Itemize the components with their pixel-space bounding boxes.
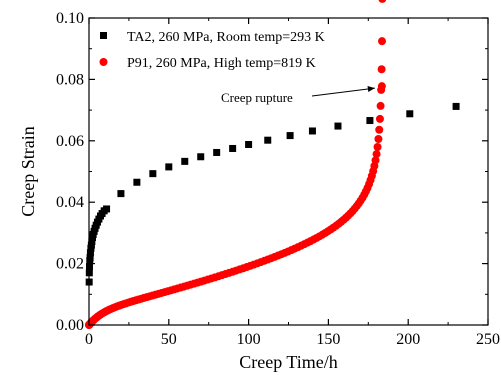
ta2-data-point [308, 127, 316, 135]
p91-data-point [377, 65, 386, 74]
p91-data-point [372, 150, 381, 159]
x-tick-label: 200 [396, 331, 420, 348]
ta2-data-point [366, 117, 374, 125]
ta2-data-point [87, 241, 95, 249]
ta2-data-point [88, 237, 96, 245]
legend: TA2, 260 MPa, Room temp=293 K P91, 260 M… [99, 30, 325, 71]
x-tick-label: 150 [316, 331, 340, 348]
x-axis-label: Creep Time/h [239, 352, 338, 372]
ta2-data-point [452, 102, 460, 110]
ta2-data-point [197, 153, 205, 161]
p91-data-point [375, 114, 384, 123]
ta2-data-point [86, 249, 94, 257]
y-tick-label: 0.04 [56, 194, 84, 211]
y-tick-label: 0.00 [56, 317, 84, 334]
legend-marker-p91 [99, 58, 108, 66]
p91-data-point [371, 156, 380, 165]
ta2-data-point [213, 148, 221, 156]
p91-data-point [378, 37, 387, 46]
p91-data-point [376, 101, 385, 110]
ta2-data-point [245, 140, 253, 148]
ta2-data-point [181, 157, 189, 165]
p91-data-point [374, 134, 383, 143]
ta2-data-point [165, 163, 173, 171]
x-tick-label: 0 [85, 331, 93, 348]
legend-label-p91: P91, 260 MPa, High temp=819 K [127, 56, 316, 71]
creep-rupture-annotation: Creep rupture [221, 86, 375, 105]
y-tick-label: 0.06 [56, 133, 84, 150]
creep-rupture-arrow [311, 87, 375, 97]
x-tick-label: 50 [161, 331, 177, 348]
ta2-data-point [103, 205, 111, 213]
y-tick-label: 0.10 [56, 10, 84, 27]
y-axis-ticks: 0.00 0.02 0.04 0.06 0.08 0.10 [56, 10, 488, 334]
series-p91-points [85, 0, 387, 329]
ta2-data-point [86, 253, 94, 261]
x-tick-label: 250 [476, 331, 500, 348]
y-tick-label: 0.08 [56, 71, 84, 88]
ta2-data-point [286, 132, 294, 140]
legend-marker-ta2 [100, 32, 107, 39]
p91-data-point [378, 0, 387, 3]
ta2-data-point [133, 178, 141, 186]
ta2-data-point [264, 136, 272, 144]
ta2-data-point [149, 170, 157, 178]
creep-rupture-label: Creep rupture [221, 90, 293, 105]
ta2-data-point [406, 110, 414, 118]
x-tick-label: 100 [237, 331, 261, 348]
p91-data-point [375, 125, 384, 134]
ta2-data-point [117, 190, 125, 198]
ta2-data-point [229, 144, 237, 152]
creep-rupture-arrowhead [367, 86, 375, 92]
y-axis-label: Creep Strain [18, 126, 38, 216]
y-tick-label: 0.02 [56, 256, 84, 273]
p91-rupture-point [377, 82, 386, 91]
x-axis-ticks: 0 50 100 150 200 250 [85, 18, 500, 348]
legend-label-ta2: TA2, 260 MPa, Room temp=293 K [127, 30, 325, 45]
p91-data-point [373, 143, 382, 152]
ta2-data-point [334, 122, 342, 130]
